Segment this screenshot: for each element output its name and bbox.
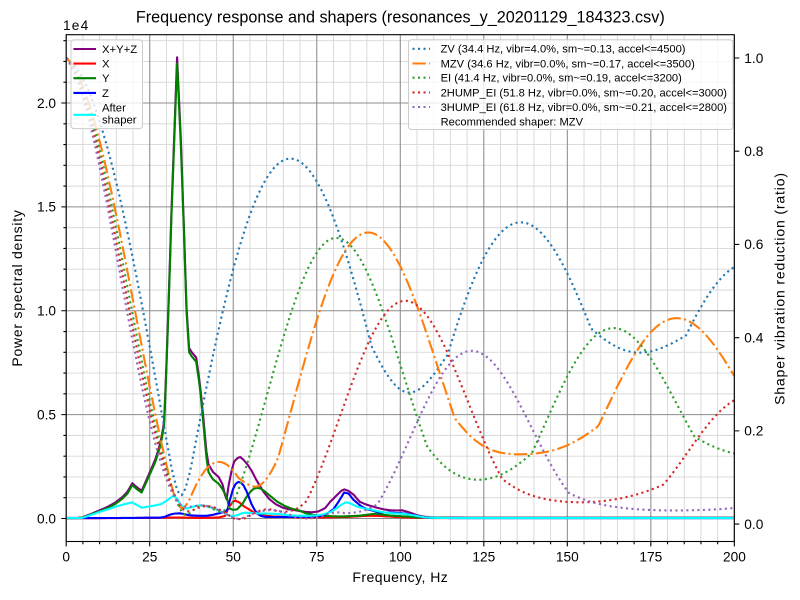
svg-text:0.0: 0.0 — [37, 511, 56, 526]
svg-text:Frequency response and shapers: Frequency response and shapers (resonanc… — [136, 9, 665, 27]
svg-text:0.6: 0.6 — [744, 237, 763, 252]
svg-text:1.0: 1.0 — [37, 304, 56, 319]
svg-text:0.5: 0.5 — [37, 407, 56, 422]
svg-text:2.0: 2.0 — [37, 96, 56, 111]
svg-text:0.4: 0.4 — [744, 331, 763, 346]
svg-text:Frequency, Hz: Frequency, Hz — [352, 569, 448, 585]
svg-text:1.5: 1.5 — [37, 200, 56, 215]
svg-text:shaper: shaper — [102, 115, 137, 127]
svg-text:200: 200 — [723, 550, 746, 565]
svg-text:25: 25 — [142, 550, 158, 565]
svg-text:100: 100 — [389, 550, 412, 565]
svg-text:Z: Z — [102, 88, 109, 100]
svg-text:ZV (34.4 Hz, vibr=4.0%, sm~=0.: ZV (34.4 Hz, vibr=4.0%, sm~=0.13, accel<… — [441, 44, 686, 56]
svg-text:0.2: 0.2 — [744, 424, 763, 439]
svg-text:Recommended shaper: MZV: Recommended shaper: MZV — [441, 117, 584, 129]
svg-text:X: X — [102, 59, 110, 71]
svg-text:150: 150 — [556, 550, 579, 565]
svg-text:MZV (34.6 Hz, vibr=0.0%, sm~=0: MZV (34.6 Hz, vibr=0.0%, sm~=0.17, accel… — [441, 58, 695, 70]
svg-text:175: 175 — [639, 550, 662, 565]
svg-text:0.8: 0.8 — [744, 144, 763, 159]
svg-text:Shaper vibration reduction (ra: Shaper vibration reduction (ratio) — [772, 172, 788, 405]
svg-text:1e4: 1e4 — [63, 18, 89, 33]
svg-text:0.0: 0.0 — [744, 517, 763, 532]
svg-text:3HUMP_EI (61.8 Hz, vibr=0.0%,: 3HUMP_EI (61.8 Hz, vibr=0.0%, sm~=0.21, … — [441, 102, 728, 114]
svg-text:2HUMP_EI (51.8 Hz, vibr=0.0%,: 2HUMP_EI (51.8 Hz, vibr=0.0%, sm~=0.20, … — [441, 87, 728, 99]
svg-text:X+Y+Z: X+Y+Z — [102, 44, 137, 56]
svg-text:75: 75 — [309, 550, 325, 565]
svg-text:After: After — [102, 102, 126, 114]
svg-text:50: 50 — [226, 550, 242, 565]
svg-text:EI (41.4 Hz, vibr=0.0%, sm~=0.: EI (41.4 Hz, vibr=0.0%, sm~=0.19, accel<… — [441, 73, 682, 85]
svg-text:Power spectral density: Power spectral density — [9, 209, 25, 366]
svg-text:1.0: 1.0 — [744, 51, 763, 66]
svg-text:0: 0 — [62, 550, 70, 565]
svg-text:Y: Y — [102, 73, 110, 85]
svg-text:125: 125 — [472, 550, 495, 565]
